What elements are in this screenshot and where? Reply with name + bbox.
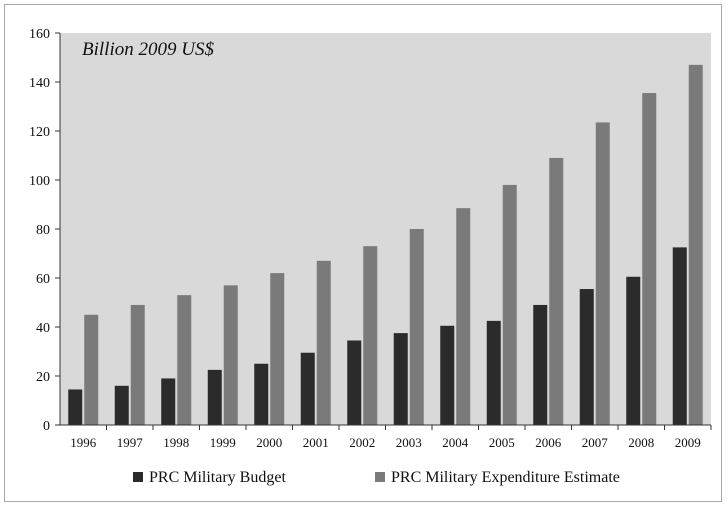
x-tick-label: 2001: [303, 435, 329, 450]
x-tick-label: 2006: [535, 435, 562, 450]
bar-expenditure-estimate: [130, 304, 145, 425]
bar-expenditure-estimate: [549, 157, 564, 425]
bar-expenditure-estimate: [363, 246, 378, 425]
x-tick-label: 1999: [210, 435, 236, 450]
x-tick-label: 2008: [628, 435, 654, 450]
y-tick-label: 0: [43, 419, 50, 434]
x-tick-label: 1997: [117, 435, 144, 450]
y-tick-label: 80: [36, 223, 50, 238]
y-tick-label: 20: [36, 370, 50, 385]
bar-expenditure-estimate: [688, 64, 703, 425]
bar-budget: [300, 352, 315, 425]
bar-budget: [114, 385, 129, 425]
y-tick-label: 120: [29, 125, 50, 140]
x-tick-label: 2005: [489, 435, 515, 450]
bar-expenditure-estimate: [270, 273, 285, 425]
bar-budget: [486, 320, 501, 425]
bar-budget: [207, 369, 222, 425]
x-tick-label: 1996: [70, 435, 97, 450]
bar-budget: [347, 340, 362, 425]
x-ticks: 1996 1997 1998 1999 2000 2001 2002 2003 2004 2005…: [70, 425, 712, 450]
bar-expenditure-estimate: [84, 314, 99, 425]
bar-budget: [254, 363, 269, 425]
y-tick-label: 40: [36, 321, 50, 336]
bar-expenditure-estimate: [409, 229, 424, 425]
bar-budget: [579, 289, 594, 425]
legend-label: PRC Military Expenditure Estimate: [391, 469, 620, 486]
bars-group: [68, 64, 703, 426]
bar-expenditure-estimate: [595, 122, 610, 426]
x-tick-label: 2002: [349, 435, 375, 450]
y-tick-label: 60: [36, 272, 50, 287]
bar-budget: [533, 304, 548, 425]
legend: PRC Military Budget PRC Military Expendit…: [133, 469, 620, 486]
bar-expenditure-estimate: [177, 295, 192, 425]
bar-expenditure-estimate: [456, 208, 471, 425]
x-tick-label: 2000: [256, 435, 282, 450]
y-ticks: 0 20 40 60 80 100 120 140 160: [29, 27, 60, 434]
bar-budget: [626, 276, 641, 425]
y-tick-label: 160: [29, 27, 50, 42]
x-tick-label: 2009: [675, 435, 701, 450]
bar-expenditure-estimate: [642, 93, 657, 426]
y-tick-label: 140: [29, 76, 50, 91]
bar-expenditure-estimate: [316, 260, 331, 425]
chart-title: Billion 2009 US$: [82, 39, 214, 60]
y-tick-label: 100: [29, 174, 50, 189]
bar-expenditure-estimate: [502, 184, 517, 425]
x-tick-label: 2004: [442, 435, 469, 450]
legend-swatch: [375, 472, 385, 482]
bar-expenditure-estimate: [223, 285, 238, 425]
bar-budget: [393, 333, 408, 425]
plot-area: [60, 33, 711, 425]
x-tick-label: 2007: [582, 435, 609, 450]
legend-swatch: [133, 472, 143, 482]
bar-budget: [68, 389, 83, 425]
legend-label: PRC Military Budget: [149, 469, 286, 486]
x-tick-label: 2003: [396, 435, 422, 450]
bar-budget: [440, 325, 455, 425]
x-tick-label: 1998: [163, 435, 189, 450]
bar-budget: [672, 247, 687, 425]
bar-budget: [161, 378, 176, 425]
